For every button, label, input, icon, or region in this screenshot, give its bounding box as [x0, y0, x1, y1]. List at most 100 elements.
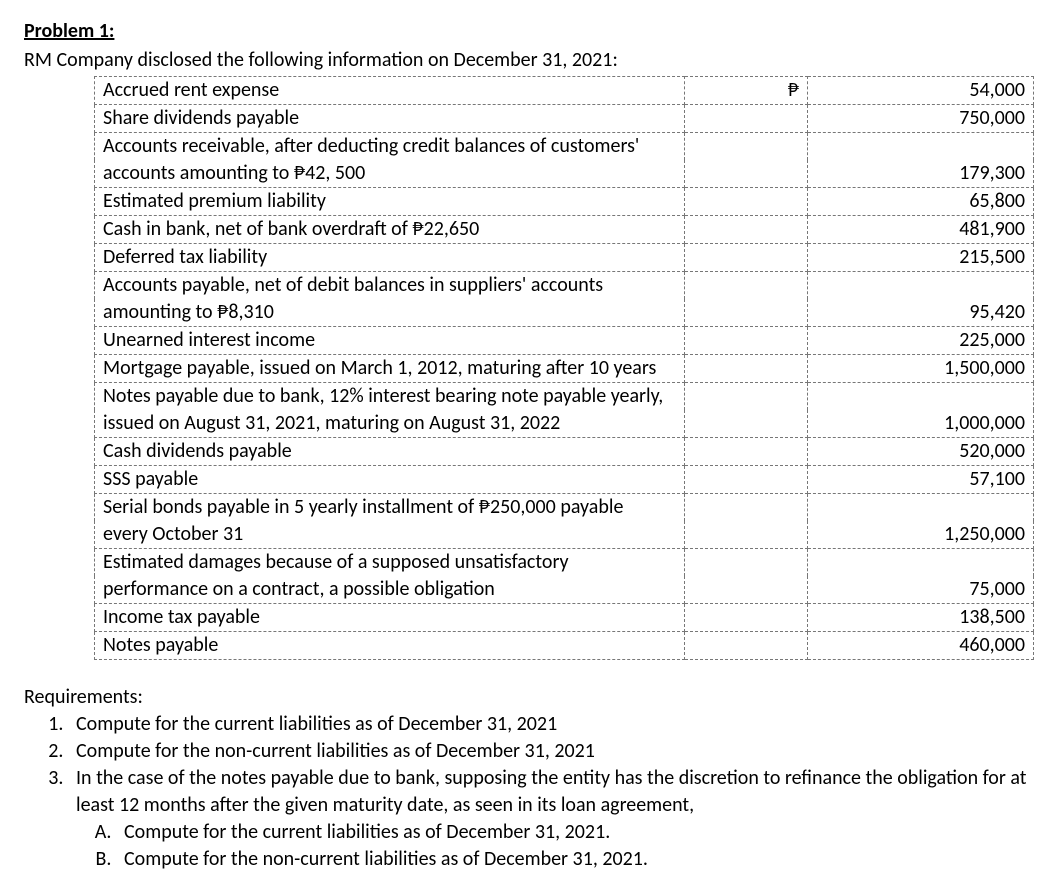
requirement-text: In the case of the notes payable due to …	[76, 766, 1026, 817]
row-amount: 1,500,000	[807, 355, 1033, 383]
row-currency-symbol	[685, 216, 808, 244]
row-description: Unearned interest income	[95, 327, 685, 355]
row-currency-symbol	[685, 410, 808, 438]
requirement-item: In the case of the notes payable due to …	[68, 765, 1032, 873]
row-currency-symbol	[685, 299, 808, 327]
requirement-item: Compute for the non-current liabilities …	[68, 738, 1032, 765]
requirement-subitem: Compute for the current liabilities as o…	[116, 819, 1032, 846]
row-currency-symbol	[685, 604, 808, 632]
row-description: accounts amounting to ₱42, 500	[95, 160, 685, 188]
row-currency-symbol	[685, 576, 808, 604]
requirement-text: Compute for the non-current liabilities …	[76, 739, 595, 763]
row-amount: 215,500	[807, 244, 1033, 272]
table-row: Mortgage payable, issued on March 1, 201…	[95, 355, 1034, 383]
row-currency-symbol	[685, 549, 808, 577]
problem-title: Problem 1:	[24, 18, 1032, 45]
requirement-text: Compute for the current liabilities as o…	[76, 712, 557, 736]
row-amount	[807, 133, 1033, 161]
row-amount	[807, 383, 1033, 411]
row-currency-symbol	[685, 383, 808, 411]
balances-table: Accrued rent expense₱54,000Share dividen…	[94, 76, 1034, 660]
table-row: Unearned interest income 225,000	[95, 327, 1034, 355]
row-currency-symbol: ₱	[685, 77, 808, 105]
row-amount: 54,000	[807, 77, 1033, 105]
row-amount: 1,250,000	[807, 521, 1033, 549]
table-row: Accrued rent expense₱54,000	[95, 77, 1034, 105]
row-description: SSS payable	[95, 466, 685, 494]
row-amount: 179,300	[807, 160, 1033, 188]
table-row: issued on August 31, 2021, maturing on A…	[95, 410, 1034, 438]
row-currency-symbol	[685, 244, 808, 272]
requirement-item: Compute for the current liabilities as o…	[68, 711, 1032, 738]
row-description: Serial bonds payable in 5 yearly install…	[95, 494, 685, 522]
row-amount	[807, 494, 1033, 522]
row-amount: 460,000	[807, 632, 1033, 660]
table-row: Estimated damages because of a supposed …	[95, 549, 1034, 577]
row-currency-symbol	[685, 272, 808, 300]
table-row: Estimated premium liability 65,800	[95, 188, 1034, 216]
row-currency-symbol	[685, 355, 808, 383]
row-description: Accrued rent expense	[95, 77, 685, 105]
balances-table-wrap: Accrued rent expense₱54,000Share dividen…	[94, 76, 1034, 660]
row-amount: 95,420	[807, 299, 1033, 327]
row-currency-symbol	[685, 133, 808, 161]
row-description: Cash dividends payable	[95, 438, 685, 466]
row-amount: 225,000	[807, 327, 1033, 355]
row-currency-symbol	[685, 160, 808, 188]
row-description: performance on a contract, a possible ob…	[95, 576, 685, 604]
row-currency-symbol	[685, 438, 808, 466]
row-amount: 481,900	[807, 216, 1033, 244]
row-description: Estimated premium liability	[95, 188, 685, 216]
problem-intro: RM Company disclosed the following infor…	[24, 47, 1032, 74]
row-amount: 1,000,000	[807, 410, 1033, 438]
row-description: Cash in bank, net of bank overdraft of ₱…	[95, 216, 685, 244]
table-row: Deferred tax liability 215,500	[95, 244, 1034, 272]
row-amount: 57,100	[807, 466, 1033, 494]
table-row: SSS payable 57,100	[95, 466, 1034, 494]
requirement-sublist: Compute for the current liabilities as o…	[116, 819, 1032, 873]
table-row: every October 31 1,250,000	[95, 521, 1034, 549]
row-description: issued on August 31, 2021, maturing on A…	[95, 410, 685, 438]
page: Problem 1: RM Company disclosed the foll…	[0, 0, 1052, 893]
balances-table-body: Accrued rent expense₱54,000Share dividen…	[95, 77, 1034, 660]
table-row: Accounts receivable, after deducting cre…	[95, 133, 1034, 161]
row-description: Estimated damages because of a supposed …	[95, 549, 685, 577]
requirements-title: Requirements:	[24, 684, 1032, 711]
row-description: Mortgage payable, issued on March 1, 201…	[95, 355, 685, 383]
row-amount: 138,500	[807, 604, 1033, 632]
row-description: Income tax payable	[95, 604, 685, 632]
row-amount: 75,000	[807, 576, 1033, 604]
table-row: Income tax payable 138,500	[95, 604, 1034, 632]
table-row: amounting to ₱8,310 95,420	[95, 299, 1034, 327]
row-currency-symbol	[685, 327, 808, 355]
table-row: Share dividends payable 750,000	[95, 105, 1034, 133]
table-row: Notes payable due to bank, 12% interest …	[95, 383, 1034, 411]
row-amount	[807, 549, 1033, 577]
table-row: Cash dividends payable520,000	[95, 438, 1034, 466]
table-row: performance on a contract, a possible ob…	[95, 576, 1034, 604]
row-amount	[807, 272, 1033, 300]
row-currency-symbol	[685, 188, 808, 216]
row-description: Accounts receivable, after deducting cre…	[95, 133, 685, 161]
row-currency-symbol	[685, 105, 808, 133]
requirement-subitem: Compute for the non-current liabilities …	[116, 846, 1032, 873]
requirements-section: Requirements: Compute for the current li…	[24, 684, 1032, 873]
row-currency-symbol	[685, 521, 808, 549]
row-description: Share dividends payable	[95, 105, 685, 133]
row-description: every October 31	[95, 521, 685, 549]
row-description: Notes payable due to bank, 12% interest …	[95, 383, 685, 411]
row-currency-symbol	[685, 466, 808, 494]
row-currency-symbol	[685, 632, 808, 660]
table-row: Serial bonds payable in 5 yearly install…	[95, 494, 1034, 522]
row-description: amounting to ₱8,310	[95, 299, 685, 327]
row-description: Accounts payable, net of debit balances …	[95, 272, 685, 300]
requirements-list: Compute for the current liabilities as o…	[68, 711, 1032, 873]
row-amount: 750,000	[807, 105, 1033, 133]
table-row: Accounts payable, net of debit balances …	[95, 272, 1034, 300]
row-description: Deferred tax liability	[95, 244, 685, 272]
table-row: accounts amounting to ₱42, 500 179,300	[95, 160, 1034, 188]
table-row: Notes payable 460,000	[95, 632, 1034, 660]
row-currency-symbol	[685, 494, 808, 522]
row-description: Notes payable	[95, 632, 685, 660]
row-amount: 65,800	[807, 188, 1033, 216]
